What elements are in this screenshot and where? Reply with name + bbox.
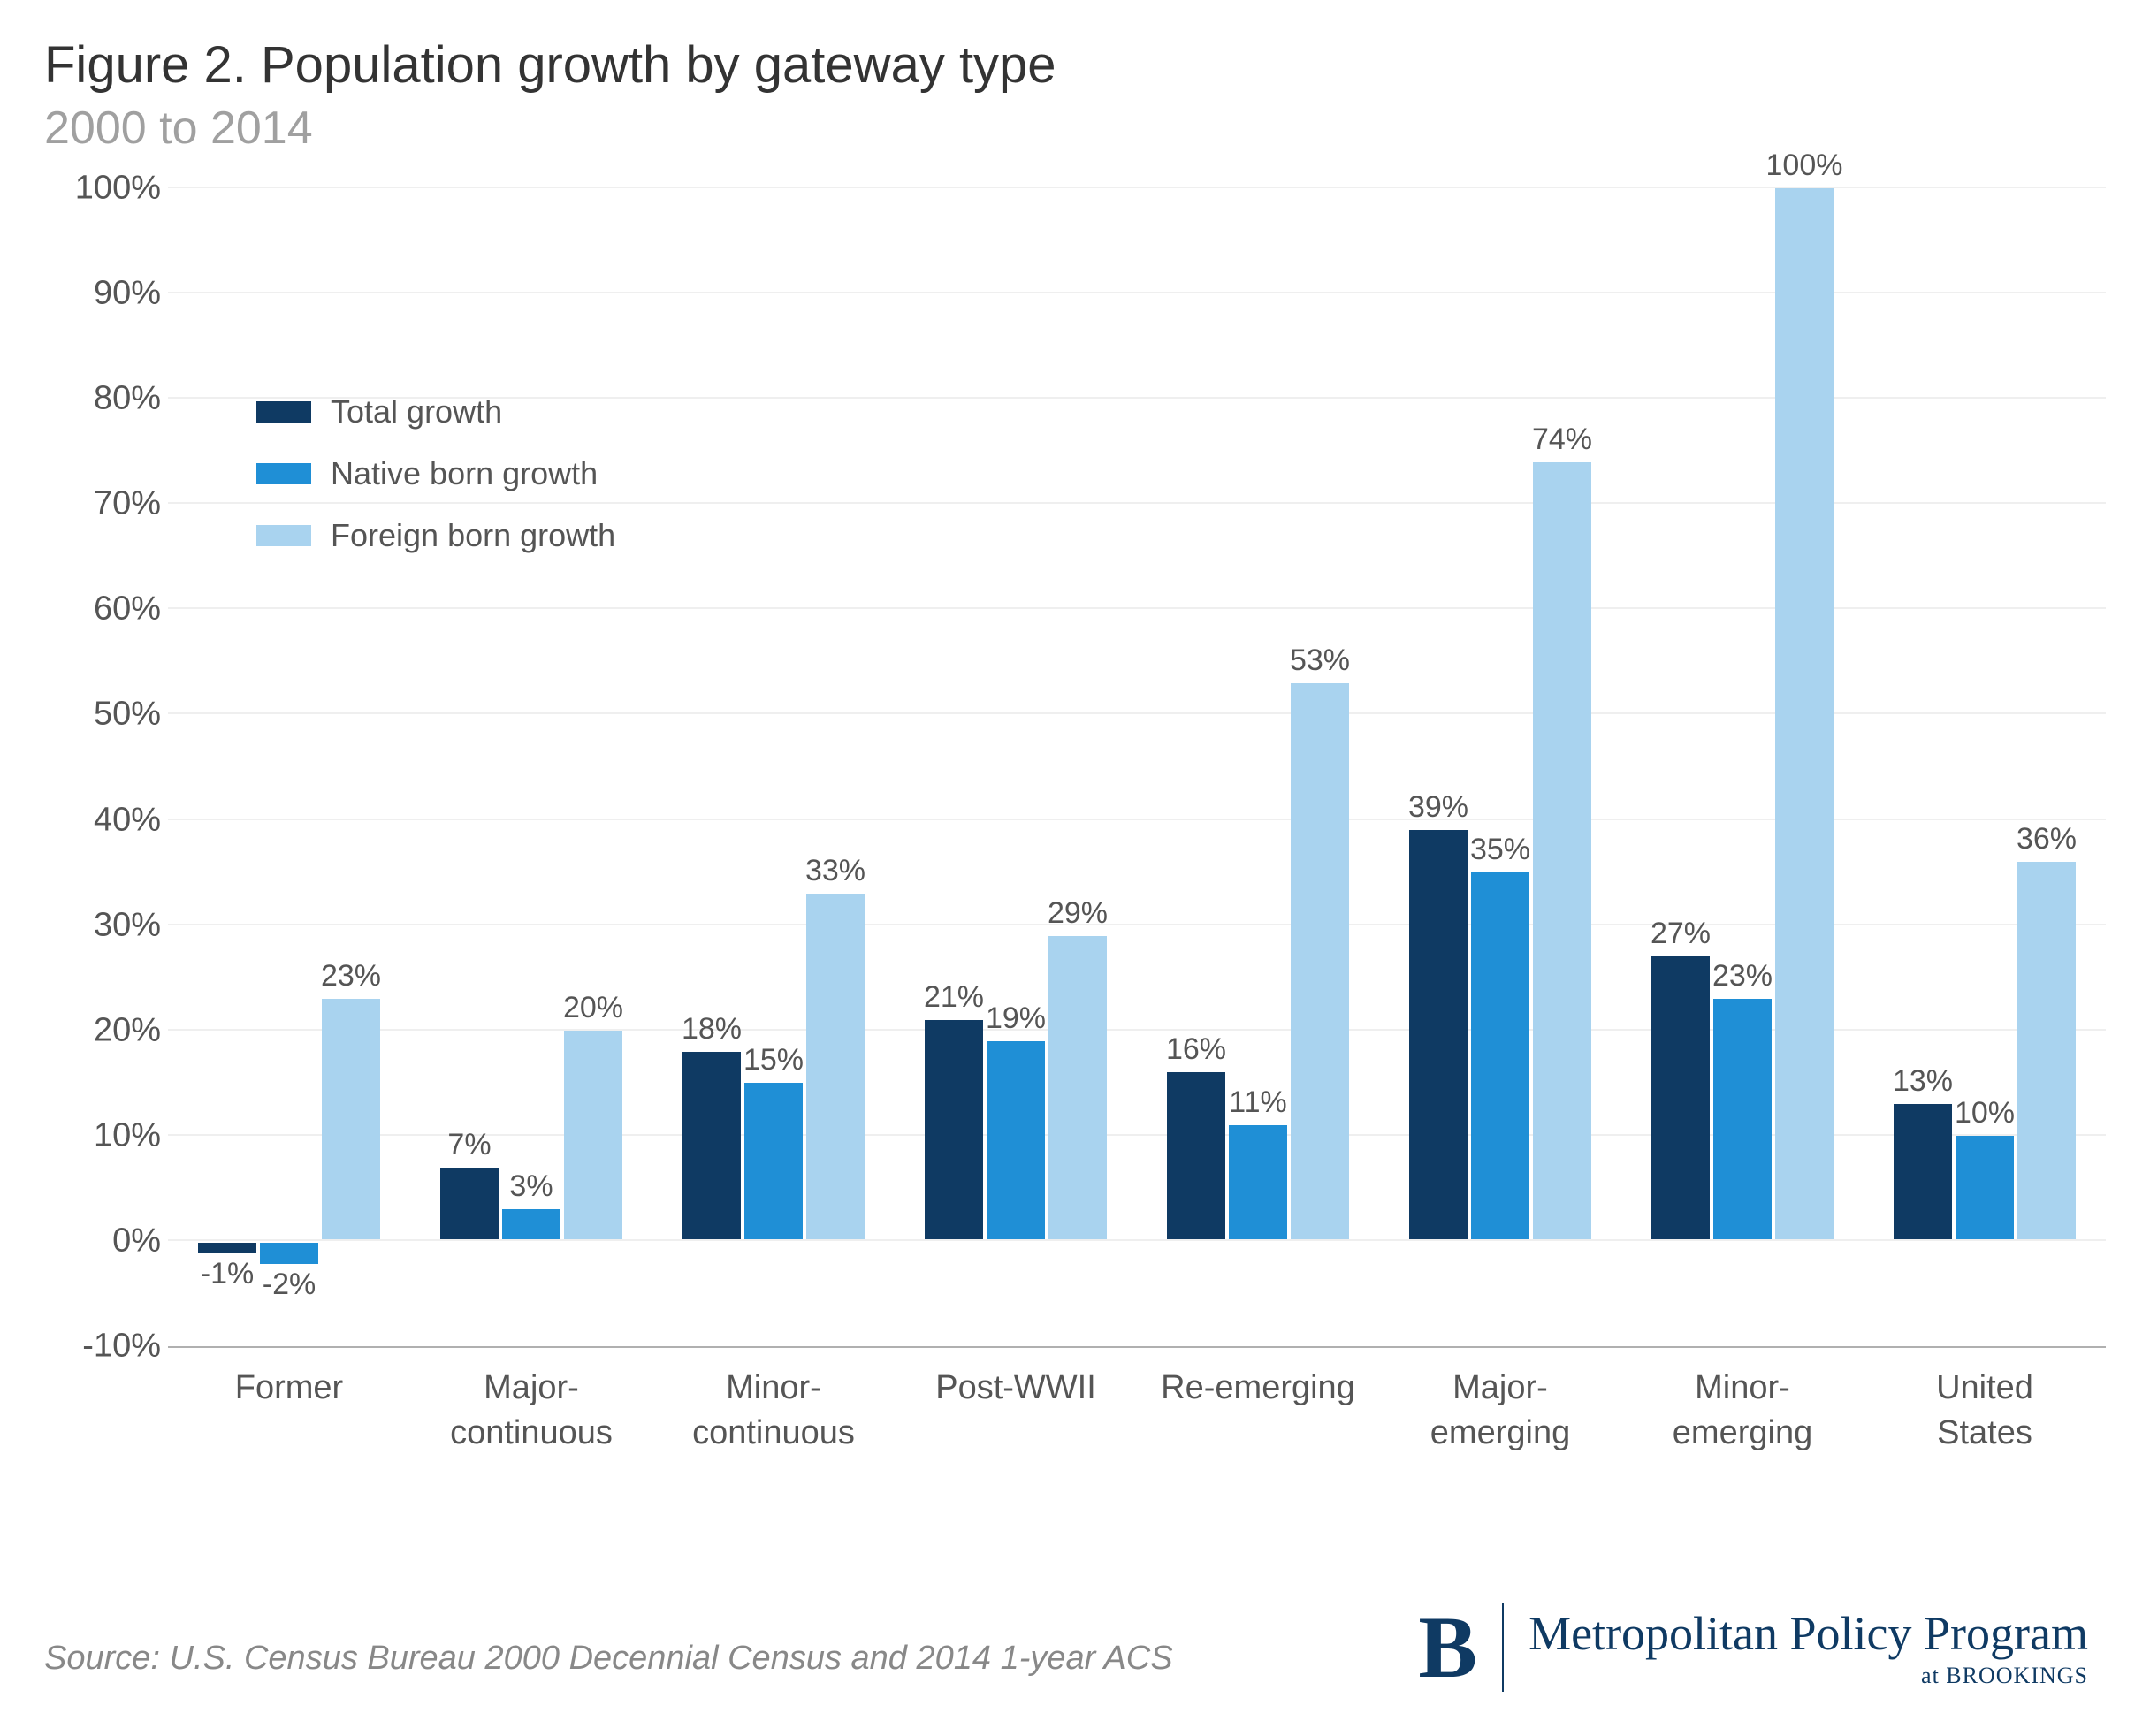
bar-value-label: 20% (563, 991, 623, 1025)
bar (322, 999, 380, 1241)
bar (744, 1083, 803, 1241)
bar (1048, 936, 1107, 1241)
y-axis-tick-label: 70% (46, 485, 161, 523)
bar-value-label: 15% (743, 1043, 804, 1077)
bar-value-label: 39% (1408, 790, 1468, 825)
bar (987, 1041, 1045, 1241)
plot-area: -10%0%10%20%30%40%50%60%70%80%90%100%-1%… (168, 190, 2106, 1348)
bar-value-label: 23% (1712, 959, 1773, 994)
x-axis-category-label: Minor- emerging (1673, 1366, 1812, 1457)
legend-label: Native born growth (331, 455, 598, 492)
bar-value-label: 10% (1955, 1096, 2015, 1131)
chart-title: Figure 2. Population growth by gateway t… (44, 35, 2106, 95)
bar (1956, 1136, 2014, 1241)
bar (260, 1243, 318, 1264)
bar-value-label: 7% (447, 1128, 491, 1162)
bar (1651, 956, 1710, 1241)
bar (1167, 1072, 1225, 1241)
y-axis-tick-label: -10% (46, 1328, 161, 1366)
bar-value-label: -1% (201, 1257, 254, 1291)
bar-value-label: 33% (805, 854, 865, 888)
bar-value-label: -2% (263, 1268, 316, 1302)
bar (502, 1209, 560, 1241)
legend-item: Native born growth (256, 455, 615, 492)
bar-value-label: 36% (2017, 822, 2077, 857)
x-axis-category-label: Major- emerging (1430, 1366, 1570, 1457)
bar (1409, 830, 1468, 1240)
bar (1713, 999, 1772, 1241)
footer-program-name: Metropolitan Policy Program (1529, 1606, 2088, 1661)
bar-value-label: 21% (924, 980, 984, 1015)
bar (1471, 872, 1529, 1241)
y-axis-tick-label: 50% (46, 696, 161, 734)
legend-swatch (256, 463, 311, 484)
bar-value-label: 3% (509, 1169, 553, 1204)
bar (1894, 1104, 1952, 1241)
bar-value-label: 18% (682, 1012, 742, 1047)
x-axis-category-label: Former (235, 1366, 343, 1411)
bar-value-label: 11% (1229, 1085, 1287, 1120)
x-axis-category-label: Post-WWII (935, 1366, 1096, 1411)
y-axis-tick-label: 30% (46, 906, 161, 944)
bar-value-label: 23% (321, 959, 381, 994)
y-axis-tick-label: 80% (46, 380, 161, 418)
zero-axis-line (168, 1239, 2106, 1241)
y-axis-tick-label: 60% (46, 590, 161, 628)
legend-swatch (256, 525, 311, 546)
bar (1775, 188, 1834, 1241)
bar (2017, 862, 2076, 1241)
legend-item: Total growth (256, 393, 615, 430)
y-axis-tick-label: 10% (46, 1116, 161, 1154)
bar (925, 1020, 983, 1241)
bar (806, 894, 865, 1241)
bar (198, 1243, 256, 1253)
y-axis-tick-label: 40% (46, 801, 161, 839)
bar (440, 1168, 499, 1241)
bar-value-label: 16% (1166, 1032, 1226, 1067)
x-axis-category-label: United States (1925, 1366, 2046, 1457)
legend-label: Total growth (331, 393, 502, 430)
y-axis-tick-label: 100% (46, 170, 161, 208)
footer-org-name: at BROOKINGS (1529, 1663, 2088, 1689)
bar-value-label: 13% (1893, 1064, 1953, 1099)
y-axis-tick-label: 0% (46, 1222, 161, 1260)
brookings-b-icon: B (1418, 1603, 1504, 1692)
bar-value-label: 19% (986, 1001, 1046, 1036)
legend: Total growth Native born growth Foreign bo… (256, 393, 615, 579)
bar-value-label: 74% (1532, 423, 1592, 457)
bar-value-label: 53% (1290, 643, 1350, 678)
legend-swatch (256, 401, 311, 423)
bar-value-label: 29% (1048, 896, 1108, 931)
legend-label: Foreign born growth (331, 517, 615, 554)
bar-value-label: 27% (1651, 917, 1711, 951)
x-axis-category-label: Re-emerging (1161, 1366, 1355, 1411)
bar (682, 1052, 741, 1241)
x-axis-category-label: Minor- continuous (692, 1366, 855, 1457)
x-axis-category-label: Major- continuous (450, 1366, 613, 1457)
bar (1229, 1125, 1287, 1241)
bar-value-label: 35% (1470, 833, 1530, 867)
chart-area: -10%0%10%20%30%40%50%60%70%80%90%100%-1%… (44, 190, 2106, 1481)
footer-logo: B Metropolitan Policy Program at BROOKIN… (1418, 1603, 2088, 1692)
bar (1533, 462, 1591, 1241)
bar (1291, 683, 1349, 1241)
bar (564, 1031, 622, 1241)
bar-value-label: 100% (1766, 148, 1843, 183)
legend-item: Foreign born growth (256, 517, 615, 554)
chart-subtitle: 2000 to 2014 (44, 102, 2106, 155)
y-axis-tick-label: 90% (46, 275, 161, 313)
y-axis-tick-label: 20% (46, 1011, 161, 1049)
